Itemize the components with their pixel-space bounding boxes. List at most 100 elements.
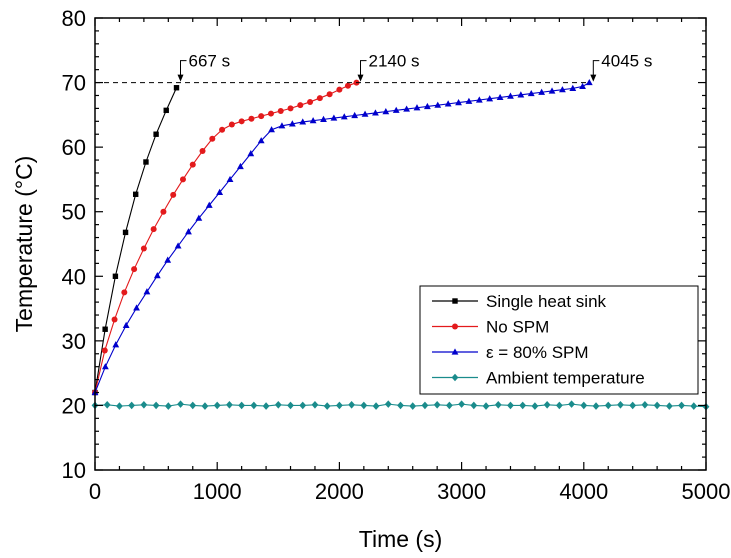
data-point bbox=[494, 400, 502, 409]
data-point bbox=[397, 401, 404, 410]
data-point bbox=[299, 118, 307, 125]
series-1 bbox=[92, 79, 360, 396]
data-point bbox=[226, 175, 234, 183]
data-point bbox=[140, 245, 147, 252]
data-point bbox=[122, 229, 129, 236]
series-3 bbox=[91, 400, 710, 411]
data-point bbox=[122, 321, 130, 328]
data-point bbox=[288, 120, 296, 127]
annotation-arrowhead bbox=[177, 74, 184, 82]
data-point bbox=[382, 108, 390, 115]
legend-entry: Single heat sink bbox=[432, 292, 607, 311]
y-tick-label: 70 bbox=[62, 71, 86, 96]
data-point bbox=[143, 159, 149, 165]
legend-marker bbox=[451, 373, 459, 382]
data-point bbox=[195, 214, 203, 221]
tick-layer: 0 1000 2000 3000 4000 5000 10 20 30 40 50 60 70 80 bbox=[62, 6, 731, 504]
x-tick-label: 1000 bbox=[193, 479, 242, 504]
legend-entry: No SPM bbox=[432, 318, 549, 337]
legend-marker bbox=[452, 323, 458, 330]
data-point bbox=[519, 401, 527, 410]
y-tick-label: 40 bbox=[62, 264, 86, 289]
data-point bbox=[219, 126, 226, 133]
data-point bbox=[555, 401, 563, 410]
data-point bbox=[486, 95, 494, 102]
series-layer bbox=[91, 78, 710, 411]
data-point bbox=[507, 401, 514, 410]
data-point bbox=[421, 401, 429, 410]
data-point bbox=[257, 137, 265, 144]
annotation: 2140 s bbox=[357, 52, 420, 82]
series-line bbox=[94, 87, 178, 393]
data-point bbox=[434, 101, 442, 108]
data-point bbox=[445, 401, 453, 410]
data-point bbox=[101, 347, 108, 354]
data-point bbox=[153, 272, 161, 279]
y-tick-label: 10 bbox=[62, 458, 86, 483]
data-point bbox=[140, 400, 148, 409]
data-point bbox=[361, 110, 369, 117]
data-point bbox=[102, 326, 108, 332]
y-tick-label: 50 bbox=[62, 200, 86, 225]
legend-label: Single heat sink bbox=[486, 292, 607, 311]
data-point bbox=[372, 402, 380, 410]
data-point bbox=[258, 113, 265, 120]
data-point bbox=[121, 289, 128, 296]
data-point bbox=[330, 114, 338, 121]
data-point bbox=[247, 150, 255, 157]
data-point bbox=[150, 226, 157, 233]
data-point bbox=[320, 115, 327, 122]
series-line bbox=[94, 82, 357, 393]
data-point bbox=[174, 242, 182, 249]
data-point bbox=[153, 131, 159, 137]
data-point bbox=[163, 107, 169, 114]
x-axis-title: Time (s) bbox=[359, 526, 442, 552]
y-tick-label: 60 bbox=[62, 135, 86, 160]
data-point bbox=[543, 400, 551, 409]
y-tick-label: 80 bbox=[62, 6, 86, 31]
data-point bbox=[268, 126, 275, 133]
data-point bbox=[629, 401, 637, 410]
data-point bbox=[297, 102, 304, 109]
data-point bbox=[274, 400, 282, 409]
legend-marker bbox=[451, 348, 459, 355]
x-tick-label: 3000 bbox=[437, 479, 486, 504]
plot-frame bbox=[94, 17, 707, 471]
data-point bbox=[238, 401, 246, 410]
data-point bbox=[111, 316, 118, 323]
series-2 bbox=[91, 78, 593, 396]
legend-entry: ε = 80% SPM bbox=[432, 343, 589, 362]
data-point bbox=[690, 402, 698, 410]
data-point bbox=[455, 98, 462, 106]
data-point bbox=[238, 118, 245, 125]
annotation-layer: 667 s 2140 s 4045 s bbox=[177, 52, 652, 82]
data-point bbox=[444, 100, 452, 107]
data-point bbox=[458, 400, 465, 408]
data-point bbox=[189, 401, 197, 410]
data-point bbox=[185, 228, 192, 235]
data-point bbox=[287, 105, 294, 112]
data-point bbox=[209, 135, 216, 142]
data-point bbox=[199, 148, 206, 155]
annotation-label: 4045 s bbox=[601, 52, 652, 71]
data-point bbox=[170, 191, 177, 198]
data-point bbox=[309, 117, 317, 124]
data-point bbox=[307, 98, 314, 105]
data-point bbox=[311, 400, 319, 409]
data-point bbox=[132, 191, 139, 197]
data-point bbox=[277, 107, 284, 114]
data-point bbox=[678, 401, 685, 410]
data-point bbox=[617, 400, 624, 409]
data-point bbox=[569, 84, 577, 91]
data-point bbox=[205, 201, 213, 208]
annotation-arrowhead bbox=[357, 74, 364, 82]
data-point bbox=[201, 402, 209, 410]
data-point bbox=[568, 400, 575, 408]
data-point bbox=[316, 95, 323, 102]
data-point bbox=[189, 161, 196, 168]
data-point bbox=[527, 89, 535, 97]
data-point bbox=[160, 208, 167, 215]
legend: Single heat sink No SPM ε = 80% SPM Ambient… bbox=[419, 285, 699, 395]
y-axis-title: Temperature (°C) bbox=[11, 156, 37, 333]
